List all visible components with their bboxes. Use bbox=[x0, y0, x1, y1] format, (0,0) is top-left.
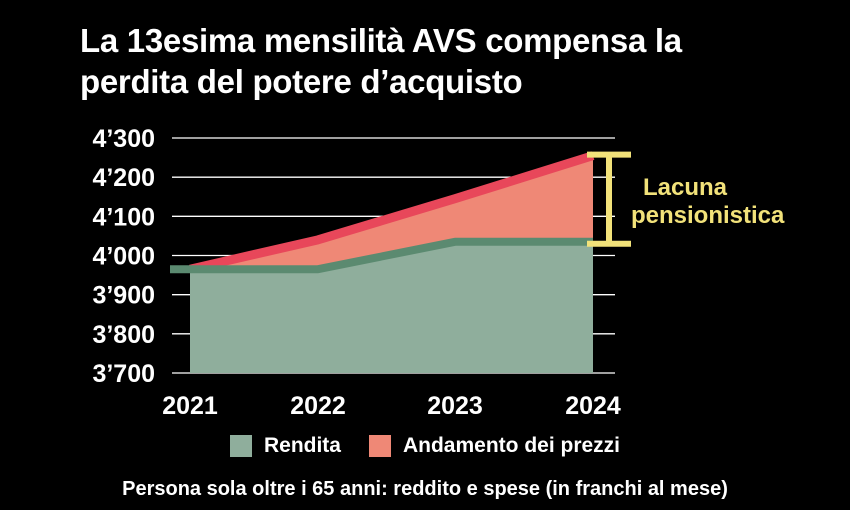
gap-label-line2: pensionistica bbox=[631, 202, 785, 229]
legend-label-rendita: Rendita bbox=[263, 434, 341, 457]
legend-swatch-prezzi bbox=[368, 435, 391, 457]
y-tick-label: 4’300 bbox=[92, 125, 155, 153]
series-prezzi-line bbox=[188, 151, 595, 274]
x-tick-label: 2023 bbox=[427, 392, 483, 420]
series-rendita-line bbox=[170, 237, 593, 274]
x-tick-label: 2024 bbox=[565, 392, 621, 420]
y-tick-label: 4’000 bbox=[92, 243, 155, 271]
series-areas bbox=[170, 151, 595, 373]
x-axis-ticks: 2021 2022 2023 2024 bbox=[162, 392, 621, 420]
legend-item-rendita: Rendita bbox=[229, 434, 341, 458]
y-axis-ticks: 4’300 4’200 4’100 4’000 3’900 3’800 3’700 bbox=[92, 125, 155, 388]
legend: Rendita Andamento dei prezzi bbox=[0, 434, 850, 458]
y-tick-label: 4’100 bbox=[92, 203, 155, 231]
y-tick-label: 3’900 bbox=[92, 282, 155, 310]
y-tick-label: 3’700 bbox=[92, 360, 155, 388]
gap-annotation: Lacuna pensionistica bbox=[587, 151, 785, 247]
series-rendita-area bbox=[190, 241, 593, 373]
y-tick-label: 4’200 bbox=[92, 164, 155, 192]
legend-swatch-rendita bbox=[229, 435, 252, 457]
chart-title: La 13esima mensilità AVS compensa la per… bbox=[80, 22, 682, 100]
x-tick-label: 2022 bbox=[290, 392, 346, 420]
y-tick-label: 3’800 bbox=[92, 321, 155, 349]
x-tick-label: 2021 bbox=[162, 392, 218, 420]
area-chart: 4’300 4’200 4’100 4’000 3’900 3’800 3’700 2021… bbox=[92, 125, 785, 420]
gap-label-line1: Lacuna bbox=[643, 174, 728, 201]
legend-item-prezzi: Andamento dei prezzi bbox=[368, 434, 621, 458]
legend-label-prezzi: Andamento dei prezzi bbox=[402, 434, 621, 457]
gap-bracket bbox=[587, 151, 631, 247]
footnote: Persona sola oltre i 65 anni: reddito e … bbox=[122, 478, 728, 500]
